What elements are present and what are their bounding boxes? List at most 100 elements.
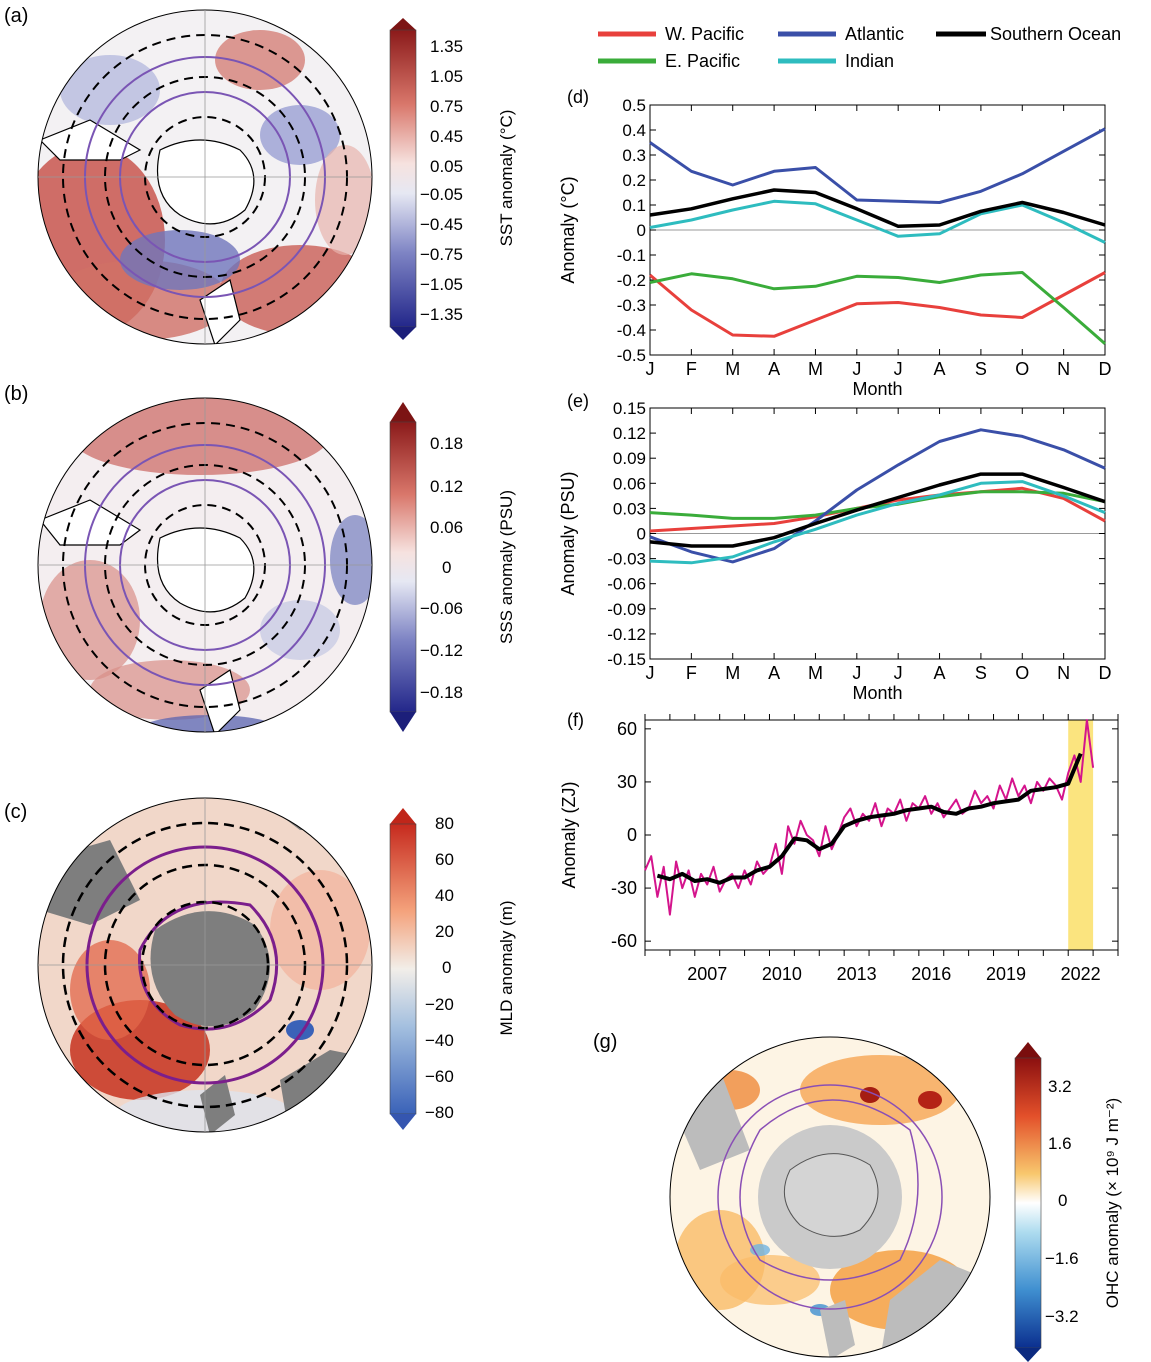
sss-tick: −0.12 — [420, 641, 463, 660]
sss-tick: 0.06 — [430, 518, 463, 537]
series-line-indian — [649, 199, 1106, 244]
y-tick-label: 30 — [617, 772, 637, 792]
ohc-tick: 3.2 — [1048, 1077, 1072, 1096]
x-tick-label: F — [686, 663, 697, 683]
x-tick-label: 2016 — [911, 964, 951, 984]
sss-tick: −0.06 — [420, 599, 463, 618]
x-tick-label: A — [934, 359, 946, 379]
x-tick-label: A — [934, 663, 946, 683]
y-tick-label: 0.06 — [613, 474, 646, 493]
legend-label: Atlantic — [845, 24, 904, 44]
x-axis-label: Month — [852, 379, 902, 399]
sss-colorbar-label: SSS anomaly (PSU) — [497, 490, 516, 644]
sst-anomaly-map — [37, 9, 373, 345]
y-tick-label: 0.12 — [613, 424, 646, 443]
x-axis-label: Month — [852, 683, 902, 703]
x-tick-label: 2007 — [687, 964, 727, 984]
x-tick-label: J — [894, 359, 903, 379]
y-tick-label: 0.1 — [622, 196, 646, 215]
ohc-colorbar: 3.2 1.6 0 −1.6 −3.2 OHC anomaly (× 10⁹ J… — [1014, 1042, 1122, 1362]
y-tick-label: 0.2 — [622, 171, 646, 190]
x-tick-label: 2013 — [837, 964, 877, 984]
ohc-tick: −1.6 — [1045, 1249, 1079, 1268]
mld-tick: 80 — [435, 814, 454, 833]
x-tick-label: N — [1057, 359, 1070, 379]
sst-colorbar: 1.35 1.05 0.75 0.45 0.05 −0.05 −0.45 −0.… — [389, 18, 516, 340]
y-tick-label: 0.4 — [622, 121, 646, 140]
legend-label: Southern Ocean — [990, 24, 1121, 44]
sst-tick: −0.05 — [420, 185, 463, 204]
panel-label-e: (e) — [567, 391, 589, 411]
y-tick-label: -0.3 — [617, 296, 646, 315]
mld-colorbar-label: MLD anomaly (m) — [497, 900, 516, 1035]
series-line-southern-ocean — [649, 188, 1106, 229]
y-tick-label: -60 — [611, 931, 637, 951]
y-tick-label: -0.12 — [607, 625, 646, 644]
sst-colorbar-label: SST anomaly (°C) — [497, 110, 516, 247]
sst-tick: 0.05 — [430, 157, 463, 176]
y-tick-label: 0 — [627, 825, 637, 845]
series-line-atlantic — [649, 428, 1106, 564]
mld-tick: −40 — [425, 1031, 454, 1050]
mld-tick: −80 — [425, 1103, 454, 1122]
x-tick-label: M — [808, 359, 823, 379]
y-tick-label: -0.03 — [607, 550, 646, 569]
x-tick-label: J — [646, 359, 655, 379]
series-line-atlantic — [649, 127, 1106, 204]
x-tick-label: J — [852, 359, 861, 379]
y-tick-label: -0.06 — [607, 575, 646, 594]
y-tick-label: 0 — [637, 221, 646, 240]
panel-label-a: (a) — [4, 5, 28, 27]
series-line-e-pacific — [649, 271, 1106, 345]
x-tick-label: M — [725, 663, 740, 683]
x-tick-label: D — [1099, 663, 1112, 683]
x-tick-label: M — [725, 359, 740, 379]
y-tick-label: -0.4 — [617, 321, 646, 340]
sst-tick: 0.75 — [430, 97, 463, 116]
y-tick-label: -0.15 — [607, 650, 646, 669]
x-tick-label: 2010 — [762, 964, 802, 984]
sst-tick: 1.35 — [430, 37, 463, 56]
chart-sss-monthly: 0.15 0.12 0.09 0.06 0.03 0 -0.03 -0.06 -0.09 -0.1… — [558, 399, 1112, 703]
plot-frame — [644, 719, 1119, 951]
y-tick-label: 60 — [617, 719, 637, 739]
mld-anomaly-map — [37, 797, 373, 1133]
y-tick-label: -30 — [611, 878, 637, 898]
chart-ohc-timeseries: 60 30 0 -30 -60 2007 2010 2013 2016 2019 2022 Anoma… — [559, 714, 1119, 984]
series-line-smoothed — [656, 752, 1083, 885]
x-tick-label: O — [1015, 663, 1029, 683]
ohc-tick: 1.6 — [1048, 1134, 1072, 1153]
x-tick-label: J — [852, 663, 861, 683]
legend-label: Indian — [845, 51, 894, 71]
series-line-southern-ocean — [649, 472, 1106, 548]
y-tick-label: 0.5 — [622, 96, 646, 115]
panel-label-b: (b) — [4, 383, 28, 405]
mld-tick: −20 — [425, 995, 454, 1014]
x-tick-label: F — [686, 359, 697, 379]
sst-tick: −0.45 — [420, 215, 463, 234]
mld-tick: 40 — [435, 886, 454, 905]
y-tick-label: 0 — [637, 525, 646, 544]
x-tick-label: S — [975, 359, 987, 379]
legend-label: W. Pacific — [665, 24, 744, 44]
x-tick-label: 2022 — [1061, 964, 1101, 984]
mld-tick: 20 — [435, 922, 454, 941]
panel-label-c: (c) — [4, 801, 27, 823]
x-tick-label: N — [1057, 663, 1070, 683]
series-line-w-pacific — [649, 271, 1106, 338]
series-line-indian — [649, 480, 1106, 565]
x-tick-label: S — [975, 663, 987, 683]
y-tick-label: -0.2 — [617, 271, 646, 290]
mld-tick: 60 — [435, 850, 454, 869]
y-tick-label: 0.03 — [613, 499, 646, 518]
x-tick-label: J — [646, 663, 655, 683]
y-axis-label: Anomaly (ZJ) — [559, 781, 579, 888]
sss-tick: 0 — [442, 558, 451, 577]
x-tick-label: A — [768, 663, 780, 683]
y-tick-label: 0.3 — [622, 146, 646, 165]
x-tick-label: J — [894, 663, 903, 683]
sss-tick: −0.18 — [420, 683, 463, 702]
x-tick-label: 2019 — [986, 964, 1026, 984]
legend-label: E. Pacific — [665, 51, 740, 71]
